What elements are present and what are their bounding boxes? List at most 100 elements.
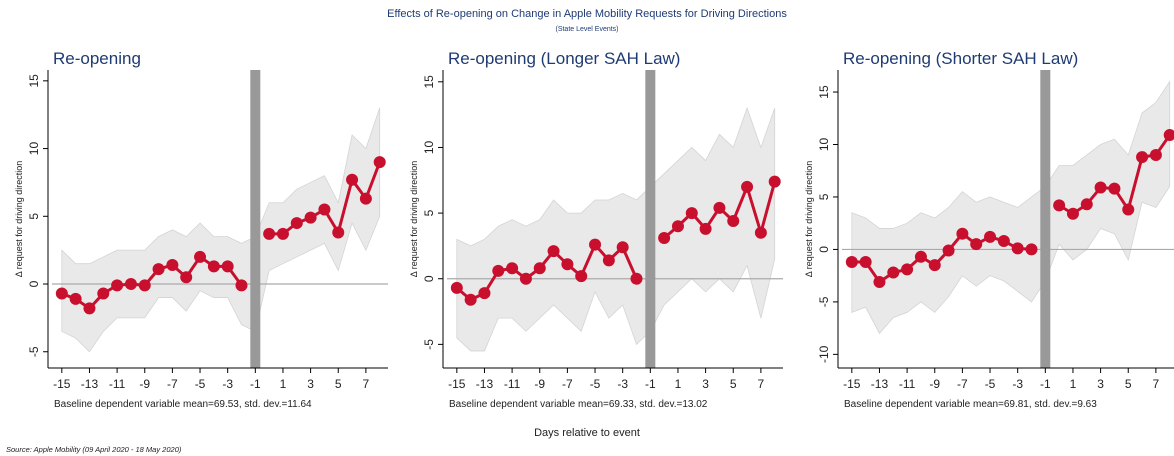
point xyxy=(956,227,969,240)
point xyxy=(221,260,234,273)
y-tick-label: 10 xyxy=(27,142,41,156)
point xyxy=(359,192,372,205)
y-tick-label: -5 xyxy=(27,346,41,357)
x-tick-label: -15 xyxy=(53,377,71,391)
x-tick-label: -13 xyxy=(476,377,494,391)
baseline-note: Baseline dependent variable mean=69.81, … xyxy=(844,399,1097,410)
x-tick-label: -3 xyxy=(222,377,233,391)
point xyxy=(152,263,165,276)
point xyxy=(519,272,532,285)
point xyxy=(1163,129,1174,142)
point xyxy=(685,207,698,220)
point xyxy=(1149,148,1162,161)
point xyxy=(346,173,359,186)
point xyxy=(575,270,588,283)
panel-title: Re-opening xyxy=(53,49,141,68)
point xyxy=(55,287,68,300)
x-tick-label: -1 xyxy=(250,377,261,391)
x-tick-label: -11 xyxy=(504,377,521,391)
confidence-band xyxy=(851,80,1171,335)
baseline-note: Baseline dependent variable mean=69.33, … xyxy=(449,399,708,410)
panel-title: Re-opening (Longer SAH Law) xyxy=(448,49,680,68)
point xyxy=(630,272,643,285)
point xyxy=(464,293,477,306)
y-tick-label: 5 xyxy=(817,193,831,200)
point xyxy=(887,266,900,279)
x-tick-label: -5 xyxy=(985,377,996,391)
point xyxy=(166,259,179,272)
point xyxy=(589,238,602,251)
point xyxy=(138,279,151,292)
x-tick-label: 1 xyxy=(1070,377,1077,391)
point xyxy=(768,175,781,188)
point xyxy=(1011,242,1024,255)
figure-title: Effects of Re-opening on Change in Apple… xyxy=(387,8,787,20)
point xyxy=(194,250,207,263)
point xyxy=(547,245,560,258)
y-tick-label: 15 xyxy=(817,85,831,99)
x-tick-label: 5 xyxy=(730,377,737,391)
point xyxy=(727,214,740,227)
point xyxy=(235,279,248,292)
y-axis-label: Δ request for driving direction xyxy=(409,161,419,278)
y-tick-label: 5 xyxy=(27,213,41,220)
y-tick-label: -5 xyxy=(817,296,831,307)
point xyxy=(901,263,914,276)
y-tick-label: -10 xyxy=(817,345,831,363)
point xyxy=(1053,199,1066,212)
x-tick-label: 1 xyxy=(675,377,682,391)
x-tick-label: -13 xyxy=(871,377,889,391)
x-tick-label: 3 xyxy=(307,377,314,391)
x-tick-label: 3 xyxy=(1097,377,1104,391)
source: Source: Apple Mobility (09 April 2020 - … xyxy=(6,445,182,454)
y-tick-label: 0 xyxy=(817,246,831,253)
point xyxy=(845,256,858,269)
panel: Re-opening (Shorter SAH Law)-10-5051015-… xyxy=(804,49,1174,410)
x-tick-label: 1 xyxy=(280,377,287,391)
y-tick-label: -5 xyxy=(422,339,436,350)
x-tick-label: -9 xyxy=(929,377,940,391)
point xyxy=(1122,203,1135,216)
figure-subtitle: (State Level Events) xyxy=(555,26,618,33)
confidence-band xyxy=(456,106,776,352)
x-tick-label: -11 xyxy=(109,377,126,391)
point xyxy=(83,302,96,315)
x-tick-label: -5 xyxy=(590,377,601,391)
point xyxy=(97,287,110,300)
x-tick-label: 7 xyxy=(363,377,370,391)
x-tick-label: 7 xyxy=(1153,377,1160,391)
x-tick-label: -7 xyxy=(167,377,178,391)
point xyxy=(290,217,303,230)
event-bar xyxy=(1040,70,1051,368)
point xyxy=(1066,207,1079,220)
point xyxy=(124,278,137,291)
point xyxy=(318,203,331,216)
x-tick-label: -13 xyxy=(81,377,99,391)
x-tick-label: -1 xyxy=(645,377,656,391)
x-tick-label: -5 xyxy=(195,377,206,391)
x-tick-label: -15 xyxy=(448,377,466,391)
point xyxy=(984,230,997,243)
point xyxy=(492,264,505,277)
point xyxy=(699,222,712,235)
point xyxy=(997,235,1010,248)
y-tick-label: 15 xyxy=(27,74,41,88)
x-tick-label: -7 xyxy=(562,377,573,391)
point xyxy=(1080,198,1093,211)
point xyxy=(671,220,684,233)
point xyxy=(332,226,345,239)
point xyxy=(1136,151,1149,164)
x-tick-label: -9 xyxy=(139,377,150,391)
confidence-band xyxy=(61,107,381,353)
x-tick-label: -3 xyxy=(1012,377,1023,391)
x-tick-label: -7 xyxy=(957,377,968,391)
x-tick-label: 5 xyxy=(335,377,342,391)
point xyxy=(1108,182,1121,195)
point xyxy=(873,275,886,288)
x-tick-label: -15 xyxy=(843,377,861,391)
x-tick-label: 7 xyxy=(758,377,765,391)
point xyxy=(450,281,463,294)
baseline-note: Baseline dependent variable mean=69.53, … xyxy=(54,399,312,410)
point xyxy=(914,250,927,263)
